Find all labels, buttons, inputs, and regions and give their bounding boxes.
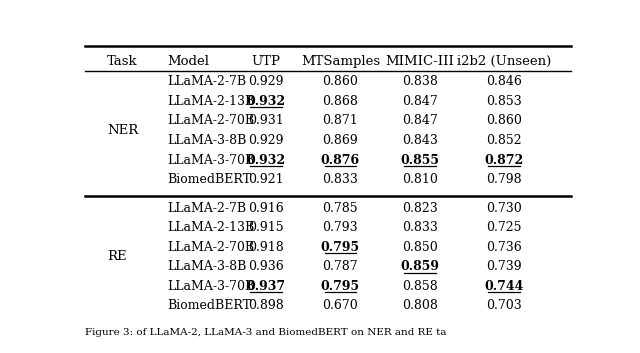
Text: 0.725: 0.725	[486, 221, 522, 234]
Text: 0.858: 0.858	[402, 280, 438, 293]
Text: 0.793: 0.793	[323, 221, 358, 234]
Text: 0.929: 0.929	[248, 75, 284, 88]
Text: 0.898: 0.898	[248, 299, 284, 312]
Text: 0.929: 0.929	[248, 134, 284, 147]
Text: 0.785: 0.785	[323, 202, 358, 215]
Text: 0.932: 0.932	[246, 95, 285, 108]
Text: i2b2 (Unseen): i2b2 (Unseen)	[457, 55, 551, 68]
Text: 0.931: 0.931	[248, 114, 284, 127]
Text: 0.859: 0.859	[400, 260, 439, 273]
Text: 0.850: 0.850	[402, 241, 438, 254]
Text: LLaMA-3-8B: LLaMA-3-8B	[167, 260, 246, 273]
Text: 0.847: 0.847	[402, 114, 438, 127]
Text: 0.703: 0.703	[486, 299, 522, 312]
Text: LLaMA-2-70B: LLaMA-2-70B	[167, 241, 254, 254]
Text: RE: RE	[108, 251, 127, 263]
Text: 0.833: 0.833	[402, 221, 438, 234]
Text: LLaMA-2-13B: LLaMA-2-13B	[167, 95, 254, 108]
Text: Task: Task	[108, 55, 138, 68]
Text: 0.860: 0.860	[486, 114, 522, 127]
Text: 0.744: 0.744	[484, 280, 524, 293]
Text: NER: NER	[108, 124, 138, 137]
Text: 0.670: 0.670	[323, 299, 358, 312]
Text: 0.838: 0.838	[402, 75, 438, 88]
Text: 0.843: 0.843	[402, 134, 438, 147]
Text: LLaMA-2-70B: LLaMA-2-70B	[167, 114, 254, 127]
Text: 0.846: 0.846	[486, 75, 522, 88]
Text: BiomedBERT: BiomedBERT	[167, 173, 251, 186]
Text: 0.916: 0.916	[248, 202, 284, 215]
Text: 0.833: 0.833	[323, 173, 358, 186]
Text: 0.855: 0.855	[400, 154, 439, 167]
Text: 0.869: 0.869	[323, 134, 358, 147]
Text: Figure 3: of LLaMA-2, LLaMA-3 and BiomedBERT on NER and RE ta: Figure 3: of LLaMA-2, LLaMA-3 and Biomed…	[85, 328, 447, 337]
Text: 0.932: 0.932	[246, 154, 285, 167]
Text: 0.871: 0.871	[323, 114, 358, 127]
Text: 0.847: 0.847	[402, 95, 438, 108]
Text: 0.915: 0.915	[248, 221, 284, 234]
Text: LLaMA-2-7B: LLaMA-2-7B	[167, 75, 246, 88]
Text: LLaMA-3-8B: LLaMA-3-8B	[167, 134, 246, 147]
Text: UTP: UTP	[252, 55, 280, 68]
Text: 0.860: 0.860	[323, 75, 358, 88]
Text: 0.921: 0.921	[248, 173, 284, 186]
Text: 0.852: 0.852	[486, 134, 522, 147]
Text: 0.810: 0.810	[402, 173, 438, 186]
Text: 0.736: 0.736	[486, 241, 522, 254]
Text: LLaMA-2-13B: LLaMA-2-13B	[167, 221, 254, 234]
Text: 0.853: 0.853	[486, 95, 522, 108]
Text: LLaMA-3-70B: LLaMA-3-70B	[167, 280, 254, 293]
Text: 0.730: 0.730	[486, 202, 522, 215]
Text: MIMIC-III: MIMIC-III	[385, 55, 454, 68]
Text: 0.823: 0.823	[402, 202, 438, 215]
Text: 0.936: 0.936	[248, 260, 284, 273]
Text: MTSamples: MTSamples	[301, 55, 380, 68]
Text: 0.918: 0.918	[248, 241, 284, 254]
Text: LLaMA-2-7B: LLaMA-2-7B	[167, 202, 246, 215]
Text: LLaMA-3-70B: LLaMA-3-70B	[167, 154, 254, 167]
Text: 0.739: 0.739	[486, 260, 522, 273]
Text: BiomedBERT: BiomedBERT	[167, 299, 251, 312]
Text: 0.872: 0.872	[484, 154, 524, 167]
Text: 0.937: 0.937	[246, 280, 285, 293]
Text: 0.787: 0.787	[323, 260, 358, 273]
Text: 0.868: 0.868	[323, 95, 358, 108]
Text: Model: Model	[167, 55, 209, 68]
Text: 0.798: 0.798	[486, 173, 522, 186]
Text: 0.795: 0.795	[321, 241, 360, 254]
Text: 0.795: 0.795	[321, 280, 360, 293]
Text: 0.808: 0.808	[402, 299, 438, 312]
Text: 0.876: 0.876	[321, 154, 360, 167]
